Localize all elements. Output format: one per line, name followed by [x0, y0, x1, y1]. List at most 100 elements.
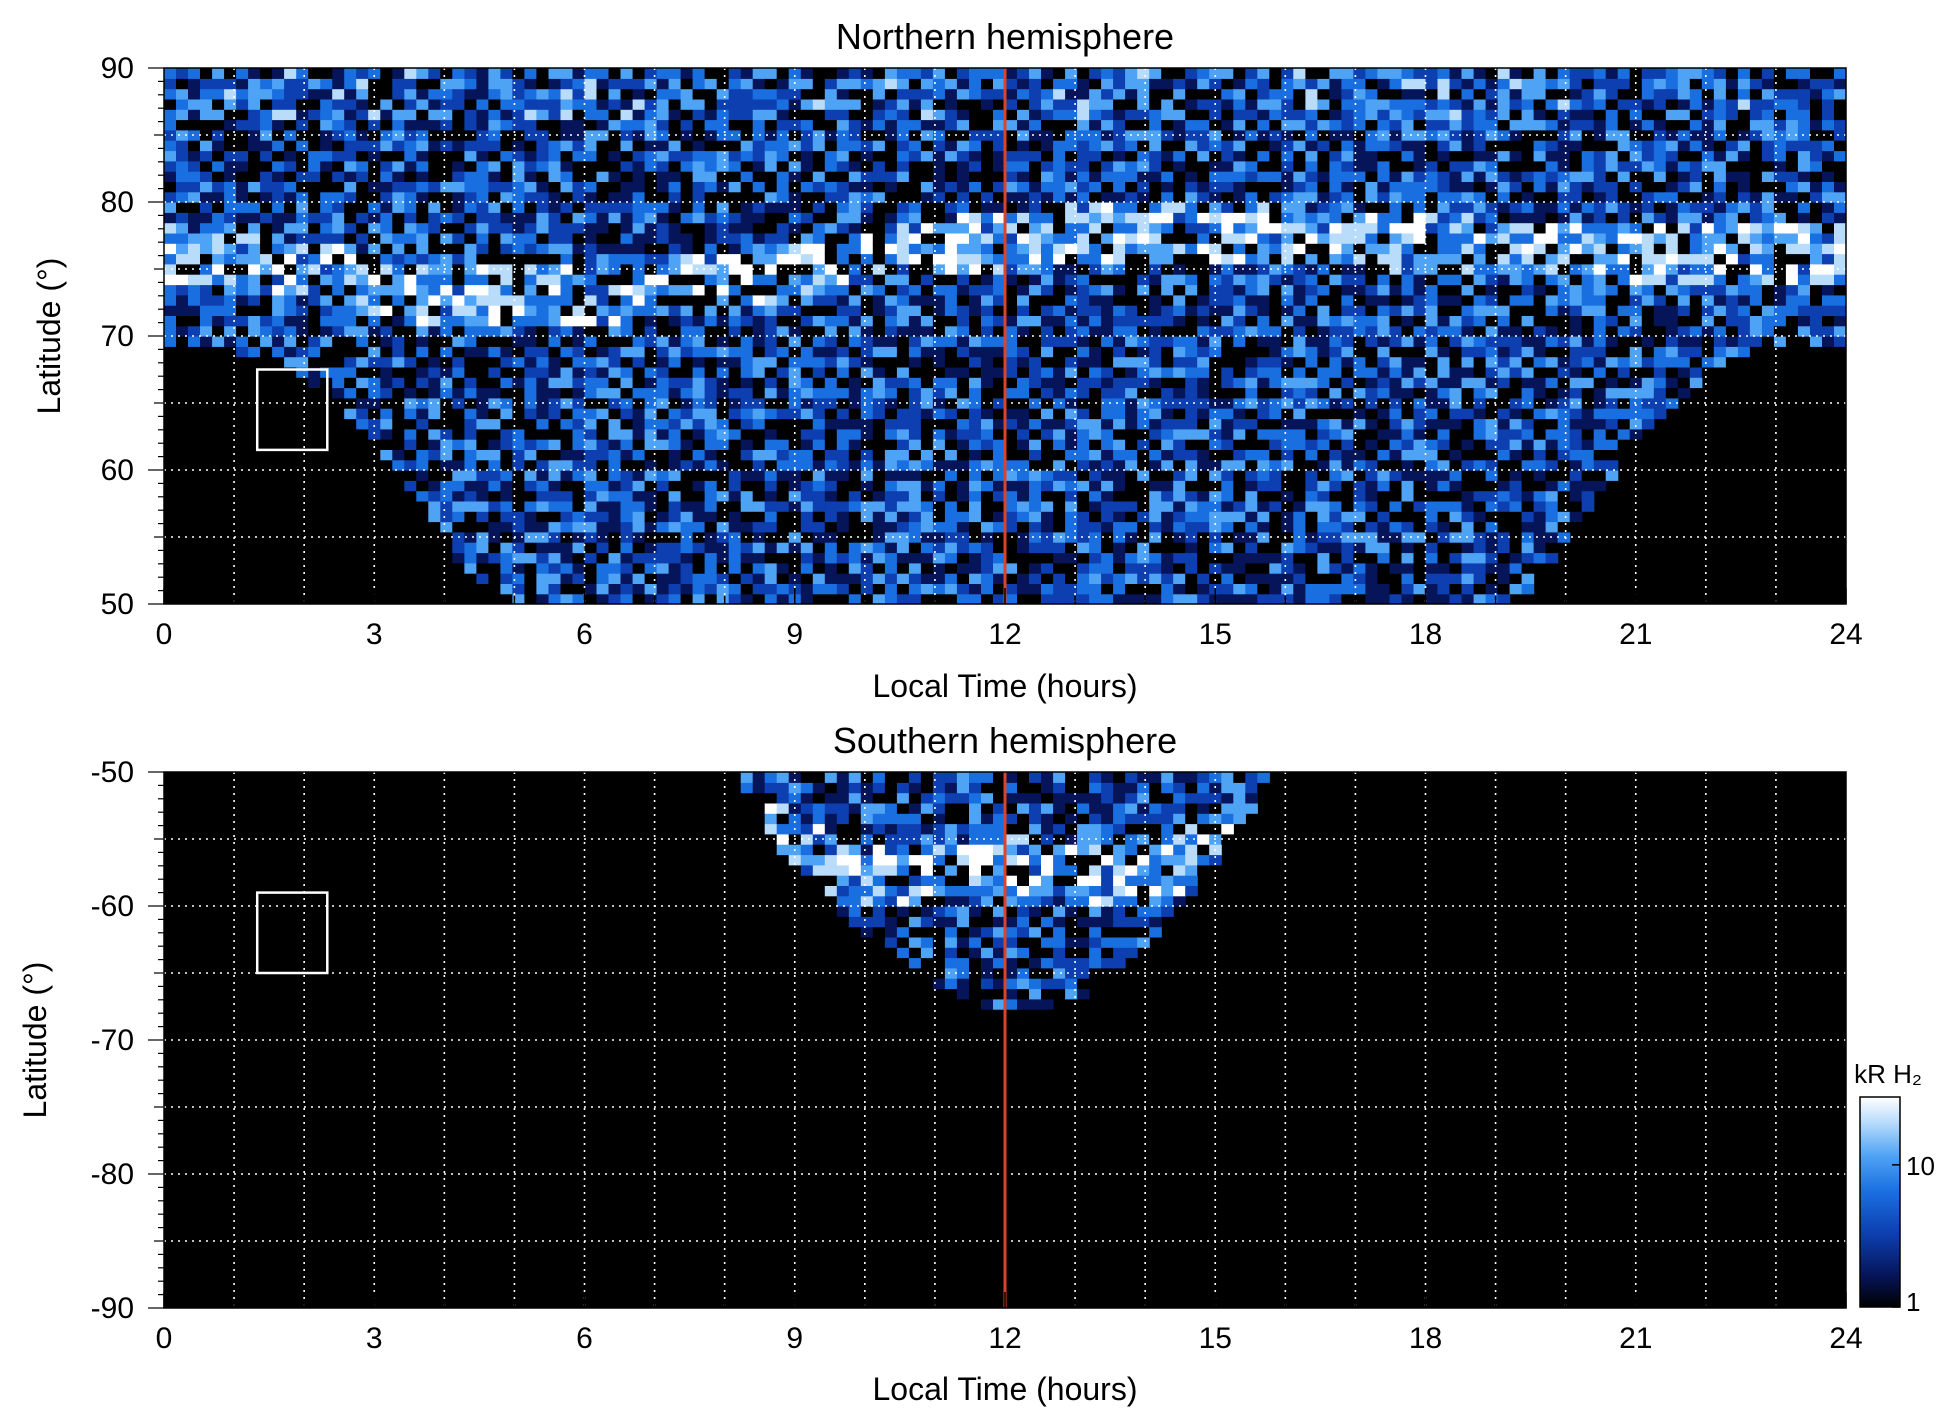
heatmap-cell	[1113, 325, 1126, 337]
heatmap-cell	[536, 325, 549, 337]
heatmap-cell	[296, 98, 309, 110]
heatmap-cell	[1041, 109, 1054, 121]
heatmap-cell	[969, 377, 982, 389]
heatmap-cell	[1281, 171, 1294, 182]
heatmap-cell	[620, 160, 634, 172]
heatmap-cell	[884, 315, 898, 327]
heatmap-cell	[884, 459, 898, 471]
heatmap-cell	[260, 202, 273, 213]
heatmap-cell	[512, 387, 525, 399]
heatmap-cell	[440, 408, 453, 420]
heatmap-cell	[308, 160, 321, 172]
heatmap-cell	[969, 315, 982, 327]
heatmap-cell	[1305, 222, 1318, 234]
heatmap-cell	[981, 253, 994, 265]
heatmap-cell	[524, 521, 537, 533]
heatmap-cell	[1389, 418, 1403, 430]
heatmap-cell	[1077, 470, 1090, 481]
heatmap-cell	[1041, 418, 1054, 430]
heatmap-cell	[1161, 511, 1174, 523]
heatmap-cell	[776, 346, 790, 358]
heatmap-cell	[248, 171, 261, 182]
heatmap-cell	[248, 315, 261, 327]
heatmap-cell	[272, 305, 285, 316]
heatmap-cell	[1017, 573, 1030, 584]
heatmap-cell	[1149, 408, 1162, 420]
heatmap-cell	[632, 356, 646, 368]
heatmap-cell	[1389, 284, 1403, 296]
heatmap-cell	[512, 439, 525, 450]
heatmap-cell	[1293, 428, 1306, 440]
heatmap-cell	[1305, 119, 1318, 131]
heatmap-cell	[1341, 387, 1354, 399]
heatmap-cell	[896, 222, 910, 234]
heatmap-cell	[248, 150, 261, 162]
heatmap-cell	[836, 274, 850, 286]
heatmap-cell	[1149, 222, 1162, 234]
heatmap-cell	[692, 140, 706, 152]
heatmap-cell	[548, 305, 562, 316]
heatmap-cell	[1413, 129, 1427, 141]
heatmap-cell	[740, 593, 754, 604]
heatmap-cell	[188, 212, 201, 224]
heatmap-cell	[536, 521, 549, 533]
heatmap-cell	[716, 521, 730, 533]
heatmap-cell	[368, 428, 381, 440]
heatmap-cell	[416, 140, 429, 152]
heatmap-cell	[1077, 78, 1090, 90]
heatmap-cell	[1065, 490, 1078, 502]
heatmap-cell	[1305, 583, 1318, 595]
heatmap-cell	[296, 232, 309, 244]
heatmap-cell	[1113, 68, 1126, 79]
heatmap-cell	[716, 500, 730, 512]
heatmap-cell	[1005, 387, 1018, 399]
heatmap-cell	[188, 160, 201, 172]
heatmap-cell	[668, 88, 682, 100]
heatmap-cell	[500, 274, 513, 286]
heatmap-cell	[1341, 449, 1354, 461]
heatmap-cell	[512, 191, 525, 203]
heatmap-cell	[872, 232, 886, 244]
heatmap-cell	[776, 387, 790, 399]
heatmap-cell	[524, 325, 537, 337]
heatmap-cell	[560, 439, 574, 450]
heatmap-cell	[764, 459, 778, 471]
heatmap-cell	[668, 140, 682, 152]
heatmap-cell	[956, 171, 970, 182]
heatmap-cell	[632, 305, 646, 316]
heatmap-cell	[680, 232, 694, 244]
heatmap-cell	[1137, 397, 1150, 409]
heatmap-cell	[692, 243, 706, 255]
heatmap-cell	[1353, 336, 1366, 347]
heatmap-cell	[536, 274, 549, 286]
heatmap-cell	[500, 325, 513, 337]
heatmap-cell	[896, 439, 910, 450]
heatmap-cell	[932, 336, 946, 347]
heatmap-cell	[1137, 191, 1150, 203]
heatmap-cell	[308, 325, 321, 337]
heatmap-cell	[632, 325, 646, 337]
heatmap-cell	[956, 150, 970, 162]
heatmap-cell	[1149, 531, 1162, 543]
heatmap-cell	[596, 171, 610, 182]
heatmap-cell	[1149, 181, 1162, 193]
heatmap-cell	[1089, 583, 1102, 595]
heatmap-cell	[1365, 253, 1378, 265]
heatmap-cell	[224, 191, 237, 203]
heatmap-cell	[548, 521, 562, 533]
heatmap-cell	[500, 222, 513, 234]
heatmap-cell	[332, 253, 345, 265]
heatmap-cell	[1005, 593, 1018, 604]
heatmap-cell	[800, 98, 814, 110]
heatmap-cell	[620, 439, 634, 450]
heatmap-cell	[260, 325, 273, 337]
heatmap-cell	[1401, 428, 1415, 440]
heatmap-cell	[620, 68, 634, 79]
heatmap-cell	[440, 171, 453, 182]
heatmap-cell	[1125, 191, 1138, 203]
heatmap-cell	[1305, 140, 1318, 152]
heatmap-cell	[476, 68, 489, 79]
heatmap-cell	[428, 222, 441, 234]
heatmap-cell	[1161, 480, 1174, 492]
heatmap-cell	[1029, 387, 1042, 399]
